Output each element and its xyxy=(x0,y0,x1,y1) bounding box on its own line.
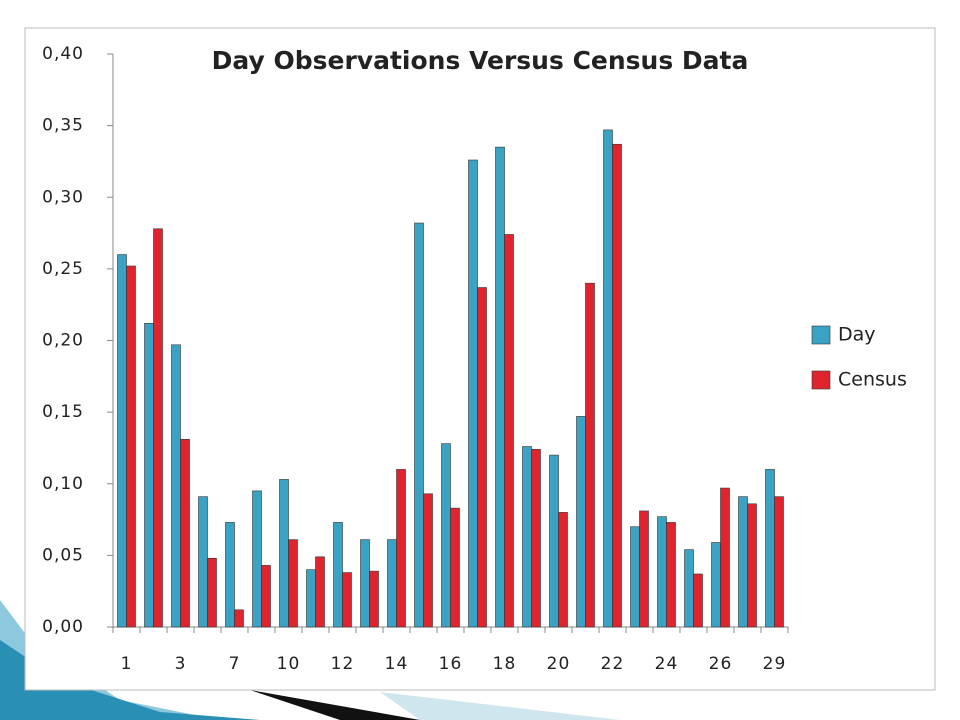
x-tick-label: 1 xyxy=(121,654,133,674)
bar xyxy=(576,416,586,628)
x-tick-label: 29 xyxy=(763,654,787,674)
bar xyxy=(630,526,640,628)
bar xyxy=(198,496,208,628)
bar xyxy=(252,490,262,628)
y-tick-label: 0,20 xyxy=(42,331,84,351)
bar xyxy=(585,282,595,628)
x-tick-label: 18 xyxy=(493,654,517,674)
bar xyxy=(279,479,289,628)
bar xyxy=(612,143,622,628)
bar xyxy=(477,287,487,628)
bar xyxy=(261,565,271,628)
bar xyxy=(666,522,676,628)
bar xyxy=(153,228,163,628)
bar xyxy=(684,549,694,628)
y-tick-label: 0,15 xyxy=(42,402,84,422)
bar xyxy=(180,439,190,628)
x-tick-label: 24 xyxy=(655,654,679,674)
legend-label: Census xyxy=(838,369,907,391)
x-tick-label: 10 xyxy=(277,654,301,674)
bar xyxy=(549,454,559,628)
bar xyxy=(288,539,298,628)
bar xyxy=(207,557,217,628)
y-tick-label: 0,35 xyxy=(42,116,84,136)
bar xyxy=(234,609,244,628)
bar xyxy=(117,254,127,628)
x-tick-label: 20 xyxy=(547,654,571,674)
bar xyxy=(765,469,775,628)
bar xyxy=(333,522,343,628)
y-tick-label: 0,25 xyxy=(42,259,84,279)
x-tick-label: 12 xyxy=(331,654,355,674)
bar xyxy=(450,507,460,628)
x-tick-label: 22 xyxy=(601,654,625,674)
bar xyxy=(747,503,757,628)
bar xyxy=(639,510,649,628)
chart-title: Day Observations Versus Census Data xyxy=(212,46,749,75)
y-tick-label: 0,10 xyxy=(42,474,84,494)
bar xyxy=(306,569,316,628)
x-tick-label: 14 xyxy=(385,654,409,674)
x-tick-label: 26 xyxy=(709,654,733,674)
y-tick-label: 0,00 xyxy=(42,617,84,637)
bar xyxy=(495,146,505,628)
x-tick-label: 3 xyxy=(175,654,187,674)
bar xyxy=(603,129,613,628)
bar xyxy=(657,516,667,628)
bar xyxy=(468,159,478,628)
bar xyxy=(315,556,325,628)
bar xyxy=(531,449,541,628)
bar xyxy=(558,512,568,628)
decoration xyxy=(250,690,420,720)
bar xyxy=(522,446,532,628)
y-tick-label: 0,05 xyxy=(42,545,84,565)
bar xyxy=(504,234,514,628)
bar xyxy=(441,443,451,628)
bar xyxy=(387,539,397,628)
bar xyxy=(414,222,424,628)
legend-swatch xyxy=(811,325,831,345)
bar xyxy=(711,542,721,628)
bar xyxy=(720,487,730,628)
y-tick-label: 0,40 xyxy=(42,44,84,64)
bar xyxy=(144,323,154,628)
bar xyxy=(225,522,235,628)
x-tick-label: 16 xyxy=(439,654,463,674)
bar xyxy=(369,570,379,628)
bar xyxy=(774,496,784,628)
bar xyxy=(171,344,181,628)
legend-swatch xyxy=(811,370,831,390)
bar xyxy=(360,539,370,628)
bar xyxy=(342,572,352,628)
legend-label: Day xyxy=(838,324,876,346)
bar xyxy=(693,573,703,628)
bar xyxy=(396,469,406,628)
bar xyxy=(738,496,748,628)
y-tick-label: 0,30 xyxy=(42,187,84,207)
decoration xyxy=(380,692,620,720)
x-tick-label: 7 xyxy=(229,654,241,674)
decoration xyxy=(0,640,260,720)
bar xyxy=(126,265,136,628)
bar xyxy=(423,493,433,628)
